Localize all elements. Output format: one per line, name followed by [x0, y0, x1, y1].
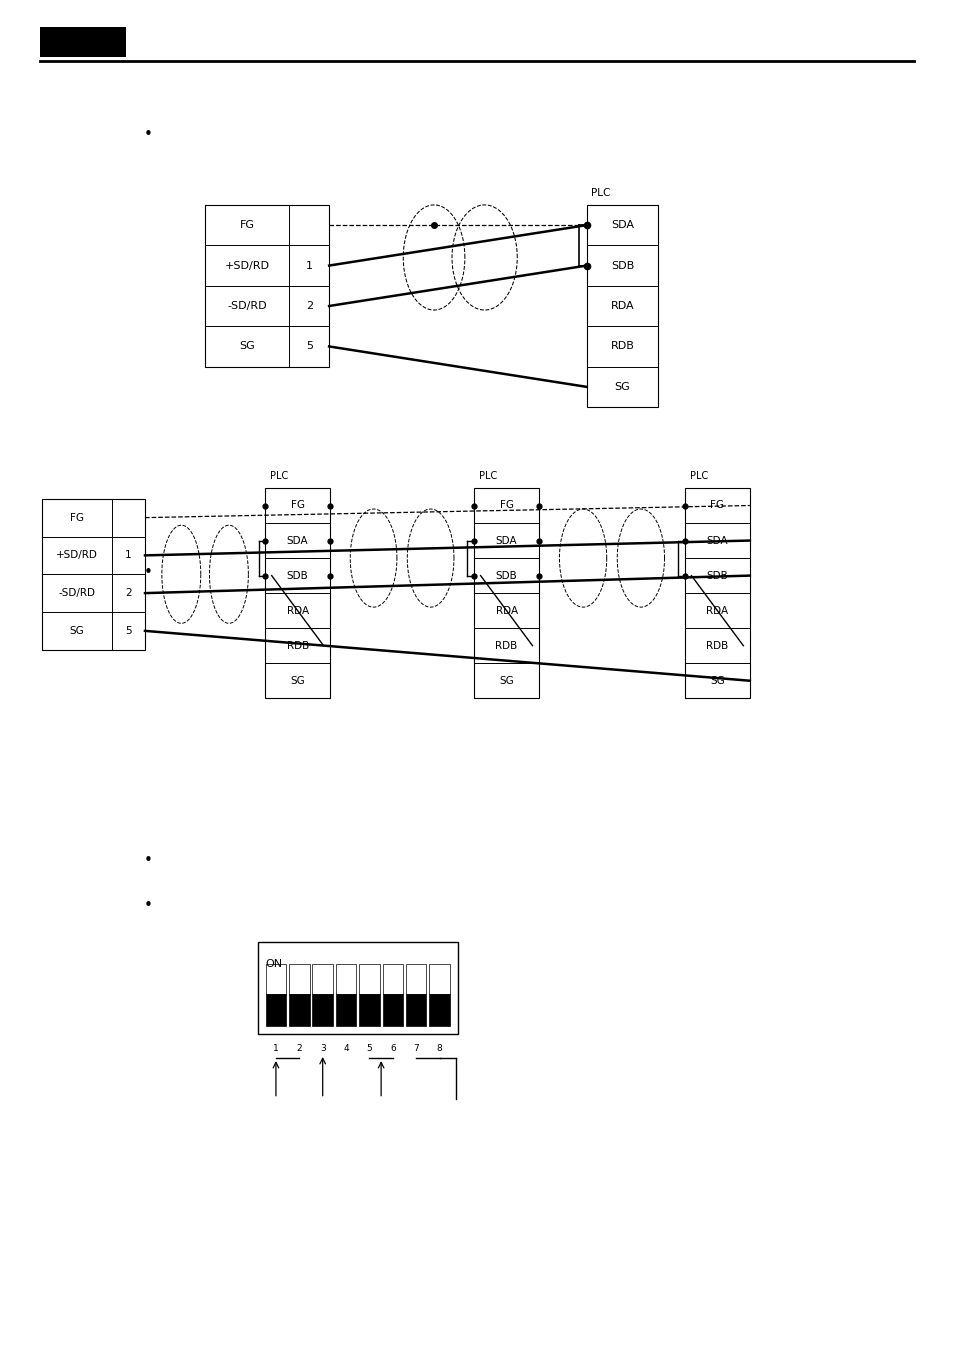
Bar [474, 488, 538, 698]
Bar [265, 488, 330, 698]
Text: •: • [143, 565, 152, 581]
Bar [265, 964, 286, 993]
Text: RDB: RDB [495, 640, 517, 651]
Bar [358, 964, 379, 993]
Text: -SD/RD: -SD/RD [227, 301, 267, 311]
Text: -SD/RD: -SD/RD [58, 588, 95, 599]
Bar [429, 993, 450, 1026]
Text: SG: SG [239, 341, 254, 352]
Bar [312, 964, 333, 993]
Text: PLC: PLC [591, 189, 610, 198]
Bar [358, 993, 379, 1026]
Text: FG: FG [291, 500, 304, 511]
Text: SG: SG [290, 675, 305, 686]
Bar [289, 964, 310, 993]
Text: PLC: PLC [689, 472, 707, 481]
Text: 2: 2 [296, 1045, 302, 1053]
Text: SDA: SDA [706, 535, 727, 546]
Text: SG: SG [70, 625, 84, 636]
Text: RDB: RDB [610, 341, 634, 352]
Text: 1: 1 [125, 550, 132, 561]
Text: RDB: RDB [705, 640, 728, 651]
Bar [40, 27, 126, 57]
Bar [335, 964, 356, 993]
Text: 4: 4 [343, 1045, 349, 1053]
Bar [405, 964, 426, 993]
Text: 7: 7 [413, 1045, 418, 1053]
Text: PLC: PLC [270, 472, 288, 481]
Bar [335, 993, 356, 1026]
Text: PLC: PLC [478, 472, 497, 481]
Bar [382, 993, 403, 1026]
Text: •: • [143, 898, 152, 914]
Text: FG: FG [239, 220, 254, 231]
Text: •: • [143, 127, 152, 143]
Text: SDB: SDB [287, 570, 308, 581]
Text: SDB: SDB [496, 570, 517, 581]
Text: RDA: RDA [495, 605, 517, 616]
Text: FG: FG [70, 512, 84, 523]
Text: 5: 5 [125, 625, 132, 636]
Text: +SD/RD: +SD/RD [56, 550, 98, 561]
Text: +SD/RD: +SD/RD [225, 260, 270, 271]
Bar [289, 993, 310, 1026]
Text: SG: SG [709, 675, 724, 686]
Text: SDA: SDA [610, 220, 634, 231]
Text: SG: SG [498, 675, 514, 686]
Bar [429, 964, 450, 993]
Bar [42, 499, 145, 650]
Text: FG: FG [710, 500, 723, 511]
Bar [586, 205, 658, 407]
Text: 8: 8 [436, 1045, 442, 1053]
Text: SDA: SDA [496, 535, 517, 546]
Text: RDA: RDA [286, 605, 309, 616]
Text: RDA: RDA [610, 301, 634, 311]
Text: 2: 2 [305, 301, 313, 311]
Bar [684, 488, 749, 698]
Text: RDA: RDA [705, 605, 728, 616]
Text: 1: 1 [306, 260, 313, 271]
Text: •: • [143, 852, 152, 868]
Bar [257, 942, 457, 1034]
Text: 1: 1 [273, 1045, 278, 1053]
Bar [312, 993, 333, 1026]
Text: 6: 6 [390, 1045, 395, 1053]
Text: SDA: SDA [287, 535, 308, 546]
Text: RDB: RDB [286, 640, 309, 651]
Text: FG: FG [499, 500, 513, 511]
Bar [405, 993, 426, 1026]
Text: 3: 3 [319, 1045, 325, 1053]
Text: 5: 5 [366, 1045, 372, 1053]
Text: SG: SG [614, 381, 630, 392]
Text: SDB: SDB [610, 260, 634, 271]
Text: 2: 2 [125, 588, 132, 599]
Bar [265, 993, 286, 1026]
Text: 5: 5 [306, 341, 313, 352]
Bar [205, 205, 329, 367]
Bar [382, 964, 403, 993]
Text: ON: ON [265, 958, 282, 969]
Text: SDB: SDB [706, 570, 727, 581]
